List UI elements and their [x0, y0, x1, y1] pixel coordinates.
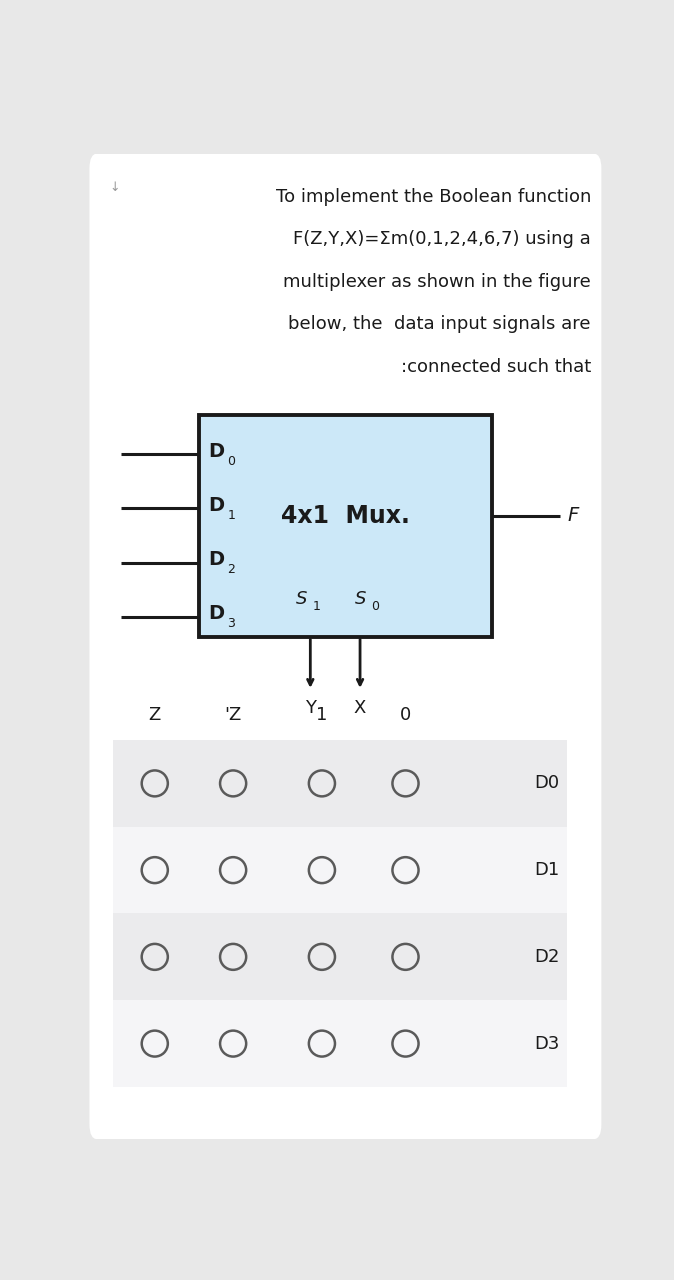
Text: D0: D0	[534, 774, 559, 792]
Text: Y: Y	[305, 699, 316, 717]
Text: 1: 1	[316, 707, 328, 724]
Text: To implement the Boolean function: To implement the Boolean function	[276, 188, 591, 206]
Text: 3: 3	[227, 617, 235, 630]
Text: D: D	[208, 442, 224, 461]
Text: 4x1  Mux.: 4x1 Mux.	[281, 504, 410, 527]
Text: 1: 1	[227, 509, 235, 522]
Text: S: S	[297, 590, 308, 608]
Text: S: S	[355, 590, 367, 608]
Text: D: D	[208, 550, 224, 570]
Text: X: X	[354, 699, 366, 717]
Text: :connected such that: :connected such that	[400, 357, 591, 375]
Text: D: D	[208, 495, 224, 515]
Text: D2: D2	[534, 948, 559, 966]
FancyBboxPatch shape	[90, 154, 601, 1139]
Text: F: F	[568, 507, 579, 525]
Text: below, the  data input signals are: below, the data input signals are	[288, 315, 591, 333]
Bar	[113, 827, 568, 914]
Text: Z: Z	[149, 707, 161, 724]
Text: F(Z,Y,X)=Σm(0,1,2,4,6,7) using a: F(Z,Y,X)=Σm(0,1,2,4,6,7) using a	[293, 230, 591, 248]
Text: 'Z: 'Z	[224, 707, 242, 724]
Bar	[113, 914, 568, 1000]
Text: ↓: ↓	[109, 182, 120, 195]
Text: 0: 0	[227, 454, 235, 467]
Text: 0: 0	[371, 600, 379, 613]
Bar	[113, 1000, 568, 1087]
Text: multiplexer as shown in the figure: multiplexer as shown in the figure	[283, 273, 591, 291]
Text: 0: 0	[400, 707, 411, 724]
Bar	[113, 740, 568, 827]
Bar	[200, 415, 492, 636]
Text: D: D	[208, 604, 224, 623]
Text: D1: D1	[534, 861, 559, 879]
Text: 2: 2	[227, 563, 235, 576]
Text: D3: D3	[534, 1034, 559, 1052]
Text: 1: 1	[313, 600, 321, 613]
